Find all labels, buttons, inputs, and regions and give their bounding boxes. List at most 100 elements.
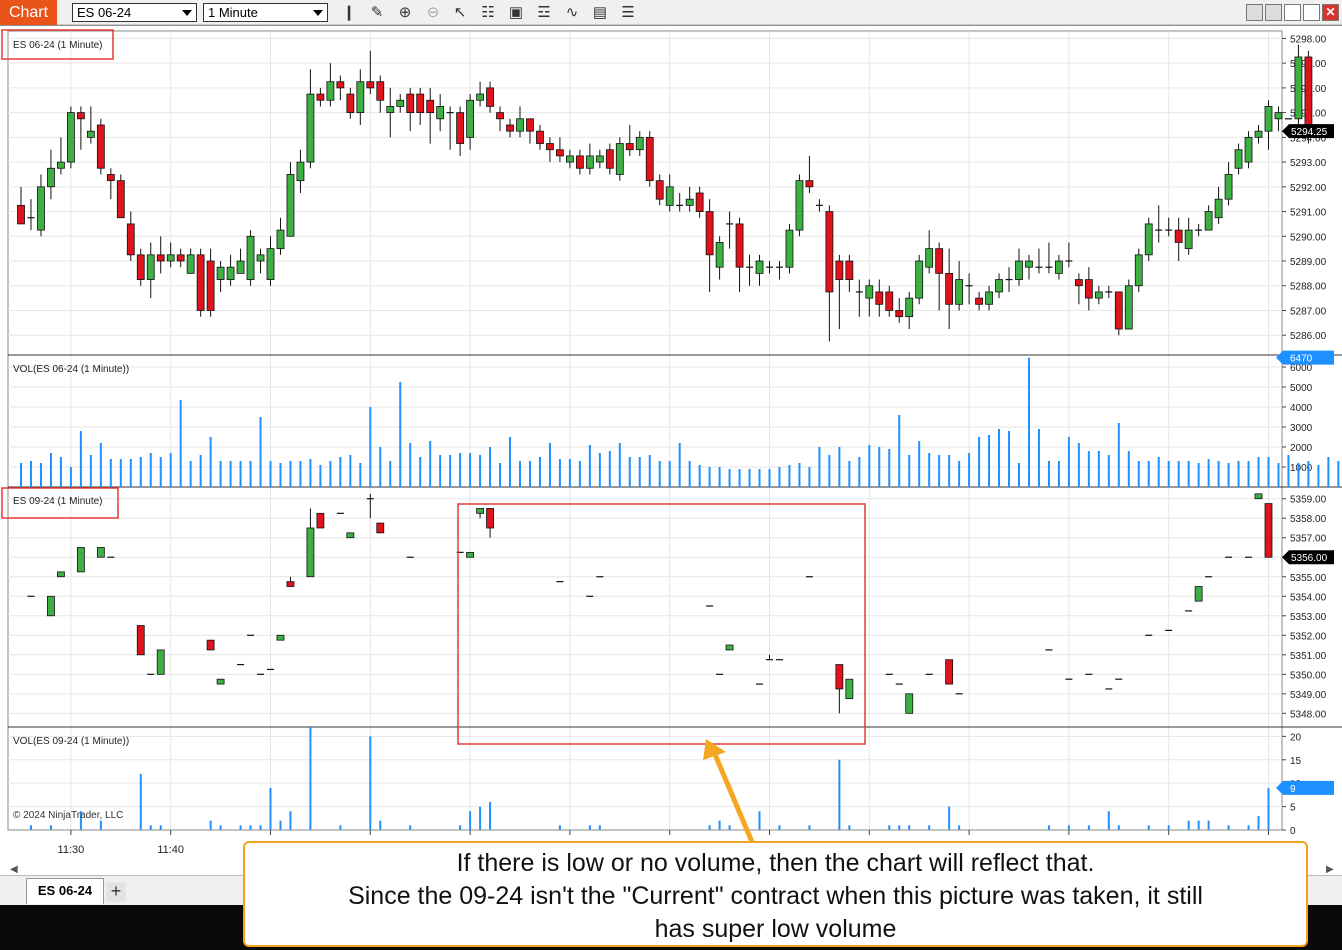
candle bbox=[346, 93, 355, 114]
y-tick-label: 5288.00 bbox=[1290, 282, 1327, 293]
pointer-icon[interactable]: ↖ bbox=[453, 4, 467, 21]
maximize-icon[interactable] bbox=[1303, 4, 1320, 21]
callout-line-2: Since the 09-24 isn't the "Current" cont… bbox=[348, 882, 1203, 910]
zoom-out-icon[interactable]: ⊖ bbox=[426, 4, 440, 21]
y-tick-label: 5349.00 bbox=[1290, 690, 1327, 701]
candle bbox=[985, 291, 993, 305]
y-tick-label: 5358.00 bbox=[1290, 514, 1327, 525]
y-tick-label: 5290.00 bbox=[1290, 232, 1327, 243]
candle bbox=[286, 174, 295, 237]
y-tick-label: 5 bbox=[1290, 803, 1296, 814]
callout-line-3: has super low volume bbox=[654, 915, 897, 943]
candle bbox=[376, 522, 385, 534]
candle bbox=[625, 143, 634, 151]
window-option-icon[interactable] bbox=[1246, 4, 1263, 21]
candle bbox=[256, 254, 265, 262]
candle bbox=[356, 81, 365, 114]
candle bbox=[506, 124, 514, 132]
annotation-arrow-shaft bbox=[711, 749, 755, 845]
candle bbox=[546, 143, 554, 151]
candle bbox=[1074, 279, 1083, 287]
candle bbox=[995, 279, 1003, 293]
candle bbox=[655, 180, 664, 200]
time-tick-label: 11:40 bbox=[157, 844, 184, 856]
pane-title: ES 06-24 (1 Minute) bbox=[13, 40, 103, 51]
minimize-icon[interactable] bbox=[1284, 4, 1301, 21]
interval-value: 1 Minute bbox=[208, 5, 258, 20]
candle bbox=[416, 93, 425, 114]
candle bbox=[805, 180, 814, 188]
chart-canvas[interactable]: 5286.00 5287.00 5288.00 5289.00 5290.00 5291.… bbox=[0, 25, 1342, 875]
candle bbox=[795, 180, 804, 231]
candle bbox=[486, 508, 494, 529]
y-tick-label: 0 bbox=[1290, 826, 1296, 837]
candle bbox=[835, 260, 844, 280]
candle bbox=[366, 81, 375, 89]
highlight-box-title-09 bbox=[1, 487, 119, 519]
y-tick-label: 5359.00 bbox=[1290, 495, 1327, 506]
candle bbox=[1224, 174, 1233, 200]
candle bbox=[695, 192, 704, 212]
y-tick-label: 3000 bbox=[1290, 423, 1313, 434]
y-tick-label: 20 bbox=[1290, 732, 1302, 743]
last-price-marker bbox=[1282, 550, 1334, 565]
last-volume-marker bbox=[1276, 780, 1334, 795]
candle bbox=[575, 155, 584, 169]
candle bbox=[386, 106, 395, 114]
candle bbox=[905, 297, 914, 318]
callout-line-1: If there is low or no volume, then the c… bbox=[456, 849, 1095, 877]
y-tick-label: 5291.00 bbox=[1290, 208, 1327, 219]
candle bbox=[67, 112, 75, 163]
candle bbox=[1254, 493, 1263, 500]
candle bbox=[186, 254, 195, 274]
app-badge[interactable]: Chart bbox=[0, 0, 57, 25]
y-tick-label: 5000 bbox=[1290, 383, 1313, 394]
pencil-icon[interactable]: ✎ bbox=[370, 4, 384, 21]
templates-icon[interactable]: ▤ bbox=[592, 4, 608, 21]
pane-title: VOL(ES 06-24 (1 Minute)) bbox=[13, 364, 129, 375]
instrument-selector[interactable]: ES 06-24 bbox=[72, 3, 197, 22]
properties-icon[interactable]: ☰ bbox=[621, 4, 635, 21]
window-option-icon[interactable] bbox=[1265, 4, 1282, 21]
candle bbox=[1264, 106, 1273, 132]
tab-es-06-24[interactable]: ES 06-24 bbox=[26, 878, 104, 904]
candle bbox=[895, 310, 904, 318]
y-tick-label: 5355.00 bbox=[1290, 573, 1327, 584]
strategies-icon[interactable]: ☲ bbox=[537, 4, 551, 21]
candle bbox=[865, 285, 874, 299]
y-tick-label: 2000 bbox=[1290, 443, 1313, 454]
candle bbox=[1254, 130, 1263, 138]
candle bbox=[885, 291, 894, 311]
candle bbox=[595, 155, 604, 163]
chart-trader-icon[interactable]: ▣ bbox=[508, 4, 524, 21]
y-tick-label: 5286.00 bbox=[1290, 331, 1327, 342]
last-volume-label: 9 bbox=[1290, 784, 1296, 795]
candle bbox=[406, 93, 415, 114]
candle bbox=[306, 527, 315, 578]
candle bbox=[266, 248, 275, 280]
candle bbox=[975, 297, 983, 305]
add-tab-button[interactable]: + bbox=[106, 882, 126, 902]
candle bbox=[47, 595, 55, 617]
candle bbox=[645, 136, 654, 182]
candle bbox=[536, 130, 544, 144]
candle bbox=[1134, 254, 1143, 287]
candle bbox=[1094, 291, 1103, 299]
candle bbox=[526, 118, 534, 132]
zoom-in-icon[interactable]: ⊕ bbox=[398, 4, 412, 21]
candle bbox=[905, 693, 914, 714]
candle bbox=[57, 161, 65, 169]
data-box-icon[interactable]: ☷ bbox=[481, 4, 495, 21]
candle bbox=[316, 93, 325, 101]
candle bbox=[715, 242, 724, 268]
candle bbox=[456, 112, 465, 144]
candle bbox=[845, 678, 854, 700]
candle bbox=[1174, 229, 1183, 243]
indicators-icon[interactable]: ∿ bbox=[565, 4, 579, 21]
candle bbox=[376, 81, 385, 101]
bar-type-icon[interactable]: ❙ bbox=[342, 4, 356, 21]
close-icon[interactable]: ✕ bbox=[1322, 4, 1339, 21]
candle bbox=[346, 532, 355, 539]
candle bbox=[945, 659, 954, 685]
interval-selector[interactable]: 1 Minute bbox=[203, 3, 328, 22]
